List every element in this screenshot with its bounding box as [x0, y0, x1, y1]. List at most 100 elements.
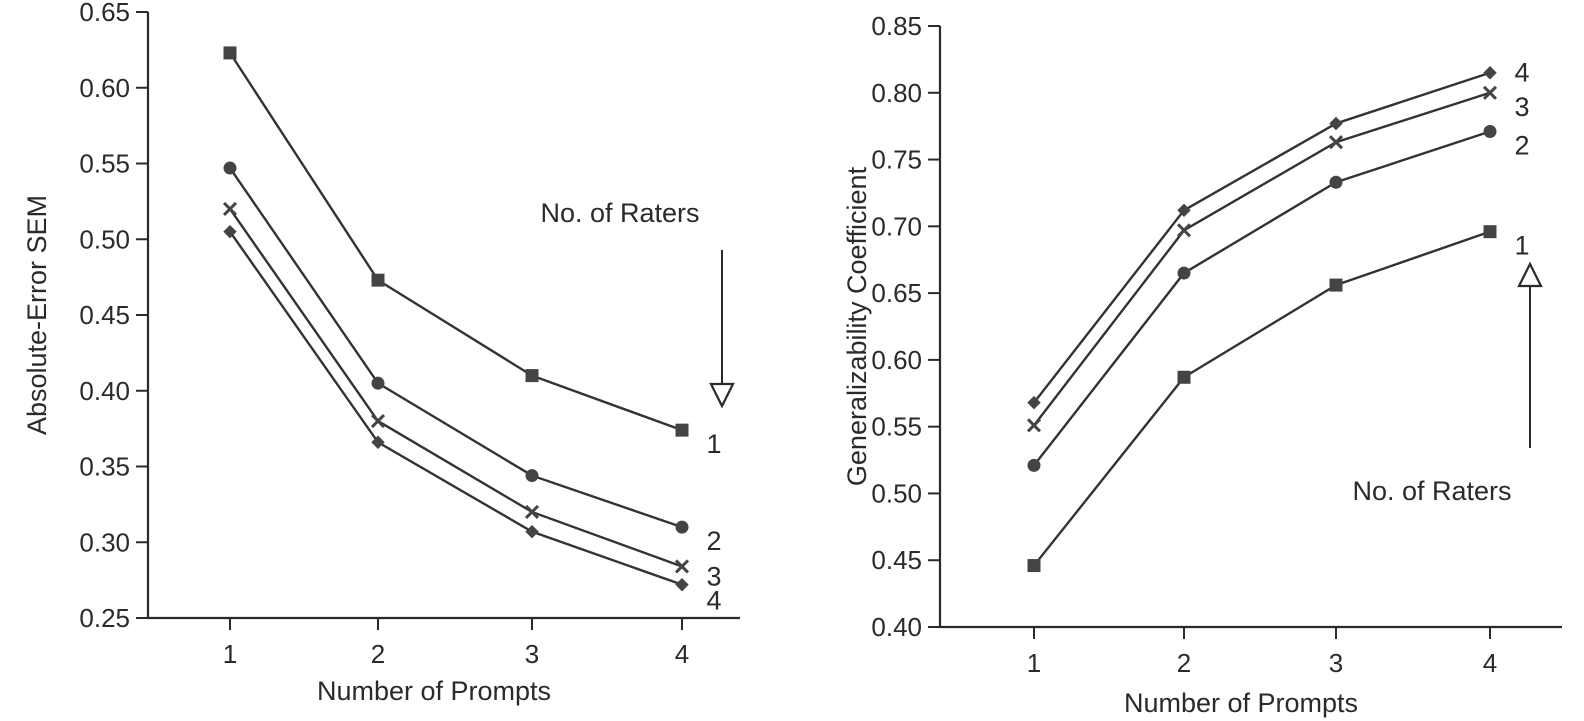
- x-tick-label: 1: [1027, 648, 1041, 678]
- data-point: [1328, 135, 1344, 150]
- annotation-arrow-head: [1517, 261, 1543, 288]
- data-point: [1329, 116, 1343, 131]
- y-tick-label: 0.80: [871, 78, 922, 108]
- y-tick-label: 0.85: [871, 11, 922, 41]
- y-tick-label: 0.55: [79, 149, 130, 179]
- series-1: 1: [1027, 225, 1530, 573]
- data-point: [675, 423, 689, 437]
- x-tick-label: 3: [525, 639, 539, 669]
- series-4: 4: [223, 224, 722, 616]
- series-label: 2: [1514, 131, 1529, 161]
- data-point-stroke-b: [1482, 85, 1498, 100]
- series-label: 3: [706, 561, 721, 591]
- data-point: [370, 413, 386, 429]
- y-tick-label: 0.65: [79, 0, 130, 27]
- data-point: [1483, 225, 1497, 239]
- x-axis-title: Number of Prompts: [317, 676, 551, 706]
- data-point: [675, 577, 689, 592]
- x-tick-label: 2: [371, 639, 385, 669]
- chart-right: 0.40 0.45 0.50 0.55 0.60 0.65 0.70 0.75 0.80 0.85…: [842, 11, 1562, 718]
- y-tick-label: 0.50: [79, 224, 130, 254]
- data-point: [1177, 370, 1191, 384]
- series-2: 2: [223, 161, 722, 556]
- x-tick-label: 4: [1483, 648, 1497, 678]
- data-point: [1026, 418, 1042, 433]
- y-tick-label: 0.60: [79, 73, 130, 103]
- series-2: 2: [1027, 125, 1530, 472]
- y-tick-label: 0.30: [79, 527, 130, 557]
- series-label: 1: [706, 429, 721, 459]
- y-tick-label: 0.40: [79, 376, 130, 406]
- y-tick-label: 0.65: [871, 278, 922, 308]
- series-line-2: [1033, 130, 1491, 467]
- series-line-2: [229, 167, 683, 529]
- annotation-arrow-head: [709, 382, 735, 409]
- data-point: [1483, 66, 1497, 80]
- series-label: 4: [1514, 58, 1529, 88]
- data-point-stroke-b: [524, 504, 540, 520]
- y-tick-label: 0.45: [79, 300, 130, 330]
- data-point: [1177, 266, 1191, 280]
- data-point: [525, 369, 539, 383]
- data-point: [371, 435, 385, 449]
- y-tick-label: 0.35: [79, 452, 130, 482]
- y-axis-title: Generalizability Coefficient: [842, 166, 872, 486]
- x-tick-label: 1: [223, 639, 237, 669]
- series-line-1: [1033, 230, 1491, 567]
- annotation-text: No. of Raters: [1352, 476, 1511, 506]
- data-point: [674, 559, 690, 574]
- x-tick-label: 4: [675, 639, 689, 669]
- y-tick-label: 0.75: [871, 145, 922, 175]
- series-4: 4: [1027, 58, 1530, 410]
- x-tick-label: 3: [1329, 648, 1343, 678]
- data-point: [1329, 175, 1343, 189]
- series-label: 4: [706, 586, 721, 616]
- data-point: [222, 201, 238, 217]
- data-point: [223, 161, 237, 175]
- series-1: 1: [223, 46, 722, 459]
- series-label: 3: [1514, 92, 1529, 122]
- data-point: [1176, 223, 1192, 238]
- series-line-3: [1033, 91, 1491, 427]
- series-line-4: [229, 230, 683, 586]
- data-point: [525, 469, 539, 483]
- data-point-stroke-b: [222, 201, 238, 217]
- x-tick-label: 2: [1177, 648, 1191, 678]
- x-axis-title: Number of Prompts: [1124, 688, 1358, 718]
- data-point: [1329, 278, 1343, 292]
- data-point: [1027, 559, 1041, 573]
- data-point: [675, 520, 689, 534]
- y-tick-label: 0.50: [871, 478, 922, 508]
- annotation-text: No. of Raters: [540, 198, 699, 228]
- data-point: [1177, 203, 1191, 218]
- data-point: [371, 376, 385, 390]
- series-3: 3: [1026, 85, 1530, 433]
- series-3: 3: [222, 201, 722, 591]
- data-point: [223, 224, 237, 239]
- data-point: [371, 273, 385, 287]
- data-point-stroke-b: [370, 413, 386, 429]
- y-axis-title: Absolute-Error SEM: [22, 195, 52, 435]
- data-point: [1027, 458, 1041, 472]
- data-point: [525, 524, 539, 539]
- chart-left: 0.250.300.350.400.450.500.550.600.651 2 3 4…: [22, 0, 740, 706]
- y-tick-label: 0.70: [871, 211, 922, 241]
- y-tick-label: 0.40: [871, 612, 922, 642]
- series-line-3: [229, 208, 683, 568]
- y-tick-label: 0.60: [871, 345, 922, 375]
- series-label: 1: [1514, 231, 1529, 261]
- data-point-stroke-b: [1328, 135, 1344, 150]
- data-point: [1482, 85, 1498, 100]
- y-tick-label: 0.45: [871, 545, 922, 575]
- y-tick-label: 0.55: [871, 412, 922, 442]
- series-label: 2: [706, 526, 721, 556]
- data-point: [223, 46, 237, 60]
- data-point: [1027, 395, 1041, 410]
- data-point: [524, 504, 540, 520]
- y-tick-label: 0.25: [79, 603, 130, 633]
- data-point: [1483, 125, 1497, 139]
- series-line-4: [1033, 71, 1491, 404]
- data-point-stroke-b: [1176, 223, 1192, 238]
- data-point-stroke-b: [1026, 418, 1042, 433]
